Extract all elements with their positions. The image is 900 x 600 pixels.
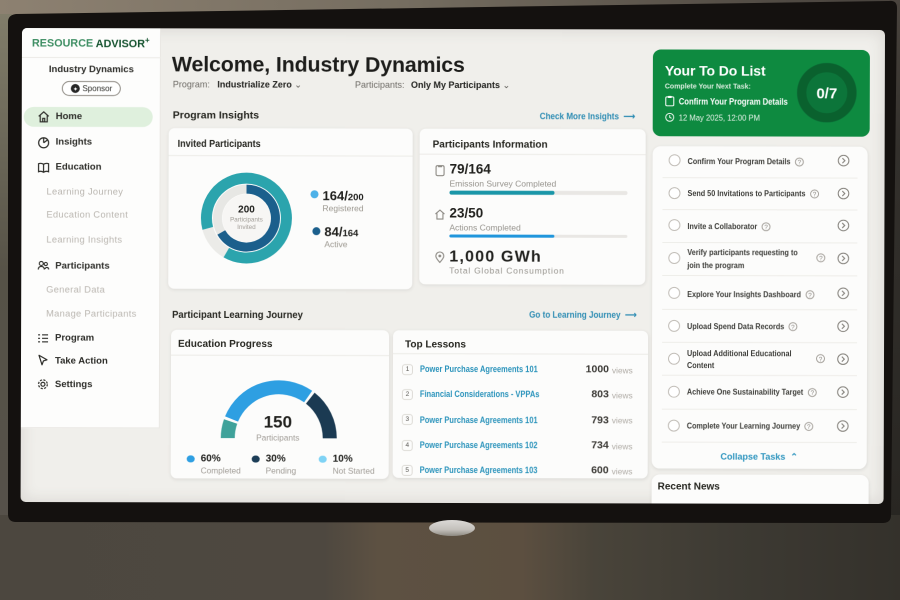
svg-text:Participants: Participants [230, 217, 263, 224]
svg-text:0/7: 0/7 [816, 85, 837, 102]
svg-text:Invited: Invited [237, 224, 256, 231]
svg-text:200: 200 [238, 205, 255, 216]
